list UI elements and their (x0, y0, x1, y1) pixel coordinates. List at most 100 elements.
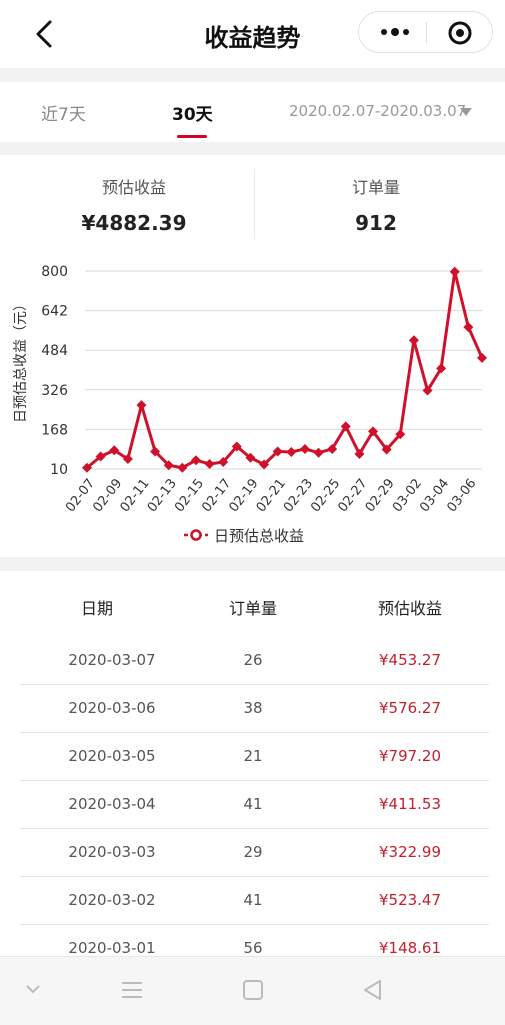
nav-down-icon[interactable] (25, 983, 41, 995)
x-tick-label: 02-15 (172, 476, 207, 515)
data-point[interactable] (368, 426, 379, 437)
header-earnings: 预估收益 (377, 599, 442, 618)
orders-label: 订单量 (351, 178, 400, 197)
data-point[interactable] (231, 441, 242, 452)
x-tick-label: 02-13 (145, 476, 180, 515)
page-title: 收益趋势 (204, 24, 301, 52)
row-orders: 26 (243, 651, 263, 669)
system-navigation-bar (0, 956, 505, 1025)
row-divider (20, 828, 489, 829)
x-tick-label: 02-07 (63, 476, 98, 515)
data-point[interactable] (286, 446, 297, 457)
row-orders: 29 (243, 843, 263, 861)
data-point[interactable] (422, 385, 433, 396)
row-earnings: ¥453.27 (378, 651, 442, 669)
y-tick-label: 484 (41, 343, 68, 359)
data-point[interactable] (190, 455, 201, 466)
row-earnings: ¥411.53 (378, 795, 442, 813)
data-point[interactable] (381, 444, 392, 455)
row-date: 2020-03-06 (68, 699, 156, 717)
y-tick-label: 800 (41, 264, 68, 280)
data-point[interactable] (163, 460, 174, 471)
data-point[interactable] (259, 459, 270, 470)
nav-home-icon[interactable] (242, 979, 264, 1001)
x-tick-label: 02-27 (335, 476, 370, 515)
row-orders: 21 (243, 747, 263, 765)
back-arrow-icon[interactable] (28, 14, 64, 54)
orders-value: 912 (355, 211, 397, 235)
y-tick-label: 326 (41, 383, 68, 399)
row-earnings: ¥148.61 (378, 939, 442, 956)
data-point[interactable] (449, 266, 460, 277)
y-tick-label: 642 (41, 304, 68, 320)
date-range-selector[interactable]: 2020.02.07-2020.03.07 (289, 102, 467, 120)
x-tick-label: 02-19 (227, 476, 262, 515)
data-point[interactable] (109, 445, 120, 456)
daily-earnings-table: 日期 订单量 预估收益 2020-03-07 26 ¥453.27 2020-0… (0, 571, 505, 956)
header-orders: 订单量 (228, 599, 277, 618)
data-point[interactable] (136, 400, 147, 411)
data-point[interactable] (313, 447, 324, 458)
row-date: 2020-03-03 (68, 843, 156, 861)
x-tick-label: 02-29 (363, 476, 398, 515)
legend-marker (190, 529, 202, 541)
chart-legend: 日预估总收益 (184, 527, 304, 545)
data-point[interactable] (354, 448, 365, 459)
table-row: 2020-03-04 41 ¥411.53 (0, 781, 505, 829)
y-axis-ticks: 10 168 326 484 642 800 (41, 264, 68, 478)
data-point[interactable] (204, 458, 215, 469)
summary-divider (254, 170, 255, 238)
mini-program-capsule (358, 11, 493, 53)
period-tabs: 近7天 30天 2020.02.07-2020.03.07 (0, 82, 505, 142)
data-point[interactable] (408, 335, 419, 346)
data-point[interactable] (340, 421, 351, 432)
nav-back-icon[interactable] (362, 979, 384, 1001)
capsule-divider (426, 22, 427, 44)
row-orders: 38 (243, 699, 263, 717)
data-point[interactable] (463, 322, 474, 333)
row-date: 2020-03-04 (68, 795, 156, 813)
row-earnings: ¥576.27 (378, 699, 442, 717)
tab-30-days[interactable]: 30天 (172, 105, 213, 125)
revenue-value: ¥4882.39 (81, 211, 187, 235)
data-point[interactable] (327, 443, 338, 454)
dropdown-caret-icon[interactable] (460, 108, 472, 116)
data-point[interactable] (477, 352, 487, 363)
series-line (86, 270, 484, 470)
tab-7-days[interactable]: 近7天 (41, 105, 86, 125)
data-point[interactable] (245, 452, 256, 463)
data-point[interactable] (218, 456, 229, 467)
row-date: 2020-03-05 (68, 747, 156, 765)
data-point[interactable] (299, 443, 310, 454)
x-tick-label: 03-06 (444, 476, 479, 515)
data-point[interactable] (82, 462, 92, 473)
row-divider (20, 924, 489, 925)
row-date: 2020-03-02 (68, 891, 156, 909)
x-tick-label: 02-23 (281, 476, 316, 515)
data-point[interactable] (177, 462, 188, 473)
y-tick-label: 10 (50, 462, 68, 478)
x-tick-label: 03-02 (390, 476, 425, 515)
data-point[interactable] (436, 363, 447, 374)
row-date: 2020-03-07 (68, 651, 156, 669)
row-earnings: ¥797.20 (378, 747, 442, 765)
data-point[interactable] (122, 453, 133, 464)
y-axis-label: 日预估总收益（元） (13, 297, 29, 423)
x-tick-label: 03-04 (417, 476, 452, 515)
data-point[interactable] (95, 451, 106, 462)
data-point[interactable] (395, 429, 406, 440)
table-row: 2020-03-07 26 ¥453.27 (0, 637, 505, 685)
nav-menu-icon[interactable] (120, 979, 144, 1001)
navigation-header: 收益趋势 (0, 0, 505, 68)
table-row: 2020-03-02 41 ¥523.47 (0, 877, 505, 925)
more-dots-icon[interactable] (377, 22, 413, 42)
row-divider (20, 780, 489, 781)
row-divider (20, 732, 489, 733)
data-point[interactable] (150, 446, 161, 457)
target-circle-icon[interactable] (447, 20, 473, 46)
x-axis-ticks: 02-0702-0902-1102-1302-1502-1702-1902-21… (63, 476, 479, 515)
row-divider (20, 684, 489, 685)
header-date: 日期 (80, 599, 113, 618)
data-point[interactable] (272, 446, 283, 457)
